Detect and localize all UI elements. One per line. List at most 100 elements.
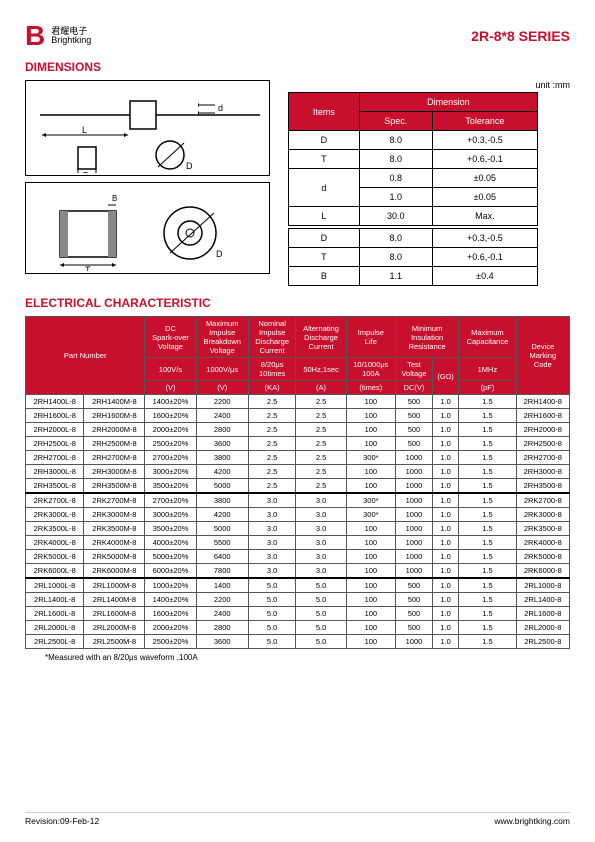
dimensions-table-wrap: unit :mm Items Dimension Spec. Tolerance… (288, 80, 570, 286)
elec-cell: 1.5 (459, 508, 516, 522)
elec-cell: 6400 (196, 550, 248, 564)
elec-cell: 2RH2000L-8 (26, 423, 84, 437)
elec-cell: 5000±20% (145, 550, 196, 564)
elec-cell: 2700±20% (145, 493, 196, 508)
elec-cell: 1.0 (432, 593, 458, 607)
elec-cell: 2.5 (296, 451, 346, 465)
dim-tol: +0.6,-0.1 (432, 248, 537, 267)
dim-row: B1.1±0.4 (289, 267, 538, 286)
eh2-101000: 10/1000μs 100A (346, 358, 395, 381)
elec-cell: 2RK6000-8 (516, 564, 569, 579)
dim-spec: 8.0 (359, 150, 432, 169)
elec-cell: 2RK4000-8 (516, 536, 569, 550)
elec-cell: 2RL1000M-8 (84, 578, 145, 593)
elec-cell: 2RH3000-8 (516, 465, 569, 479)
elec-cell: 2RK6000M-8 (84, 564, 145, 579)
elec-cell: 3600 (196, 635, 248, 649)
elec-cell: 2RH1600M-8 (84, 409, 145, 423)
elec-cell: 2RH2000M-8 (84, 423, 145, 437)
elec-cell: 2RK5000-8 (516, 550, 569, 564)
elec-cell: 2.5 (296, 465, 346, 479)
elec-cell: 1.0 (432, 395, 458, 409)
elec-cell: 2RL1400M-8 (84, 593, 145, 607)
elec-row: 2RH1400L-82RH1400M-81400±20%22002.52.510… (26, 395, 570, 409)
elec-cell: 500 (396, 437, 433, 451)
elec-cell: 100 (346, 593, 395, 607)
elec-cell: 2RH2700-8 (516, 451, 569, 465)
eh2-testv: Test Voltage (396, 358, 433, 381)
elec-cell: 100 (346, 479, 395, 494)
elec-cell: 1000 (396, 536, 433, 550)
dim-h-spec: Spec. (359, 112, 432, 131)
dim-spec: 8.0 (359, 229, 432, 248)
elec-cell: 3.0 (248, 536, 296, 550)
elec-cell: 100 (346, 621, 395, 635)
eh-part: Part Number (26, 317, 145, 395)
elec-cell: 1.0 (432, 479, 458, 494)
eh3-pf: (pF) (459, 381, 516, 395)
elec-cell: 3.0 (296, 550, 346, 564)
elec-cell: 5.0 (248, 621, 296, 635)
elec-cell: 1.5 (459, 578, 516, 593)
elec-cell: 2500±20% (145, 635, 196, 649)
footer-url: www.brightking.com (494, 816, 570, 826)
elec-cell: 2RH2700L-8 (26, 451, 84, 465)
elec-cell: 100 (346, 423, 395, 437)
svg-text:D: D (186, 161, 193, 171)
elec-cell: 2.5 (248, 437, 296, 451)
elec-cell: 5000 (196, 522, 248, 536)
elec-cell: 100 (346, 635, 395, 649)
elec-cell: 2RL2500M-8 (84, 635, 145, 649)
dimensions-heading: DIMENSIONS (25, 60, 570, 74)
elec-cell: 2RL1600M-8 (84, 607, 145, 621)
elec-cell: 2.5 (248, 409, 296, 423)
elec-cell: 1.5 (459, 593, 516, 607)
elec-cell: 1.0 (432, 564, 458, 579)
elec-cell: 1.0 (432, 451, 458, 465)
dim-row: L30.0Max. (289, 207, 538, 226)
elec-cell: 1000 (396, 564, 433, 579)
elec-cell: 1.0 (432, 409, 458, 423)
dim-tol: ±0.4 (432, 267, 537, 286)
elec-cell: 500 (396, 395, 433, 409)
logo-en: Brightking (51, 36, 91, 45)
elec-cell: 7800 (196, 564, 248, 579)
elec-cell: 2RL2500-8 (516, 635, 569, 649)
eh2-1mhz: 1MHz (459, 358, 516, 381)
eh-devcode: Device Marking Code (516, 317, 569, 395)
elec-cell: 1.5 (459, 635, 516, 649)
eh2-100vs: 100V/s (145, 358, 196, 381)
dim-item: L (289, 207, 360, 226)
elec-cell: 1.0 (432, 536, 458, 550)
elec-row: 2RK6000L-82RK6000M-86000±20%78003.03.010… (26, 564, 570, 579)
dim-spec: 0.8 (359, 169, 432, 188)
elec-cell: 2RH2500L-8 (26, 437, 84, 451)
eh-nomimp: Nominal Impulse Discharge Current (248, 317, 296, 358)
series-title: 2R-8*8 SERIES (471, 28, 570, 44)
svg-text:D: D (216, 249, 223, 259)
elec-cell: 2RK3000L-8 (26, 508, 84, 522)
elec-row: 2RH2500L-82RH2500M-82500±20%36002.52.510… (26, 437, 570, 451)
elec-cell: 5.0 (296, 621, 346, 635)
elec-cell: 500 (396, 593, 433, 607)
dimension-drawings: d L T D T (25, 80, 270, 286)
elec-cell: 2RL2500L-8 (26, 635, 84, 649)
elec-cell: 2RK3000M-8 (84, 508, 145, 522)
dim-tol: +0.3,-0.5 (432, 131, 537, 150)
elec-cell: 3800 (196, 493, 248, 508)
logo: B 君耀电子 Brightking (25, 20, 91, 52)
elec-cell: 2RL1600L-8 (26, 607, 84, 621)
elec-cell: 1400±20% (145, 593, 196, 607)
dim-spec: 30.0 (359, 207, 432, 226)
elec-cell: 2200 (196, 593, 248, 607)
elec-cell: 2.5 (248, 451, 296, 465)
elec-cell: 2RK6000L-8 (26, 564, 84, 579)
eh-minins: Minimum Insulation Resistance (396, 317, 459, 358)
elec-cell: 1.0 (432, 508, 458, 522)
elec-cell: 300* (346, 451, 395, 465)
elec-row: 2RK5000L-82RK5000M-85000±20%64003.03.010… (26, 550, 570, 564)
drawing-smd: T B D (25, 182, 270, 274)
elec-cell: 1600±20% (145, 409, 196, 423)
dim-row: D8.0+0.3,-0.5 (289, 229, 538, 248)
elec-cell: 1.5 (459, 451, 516, 465)
